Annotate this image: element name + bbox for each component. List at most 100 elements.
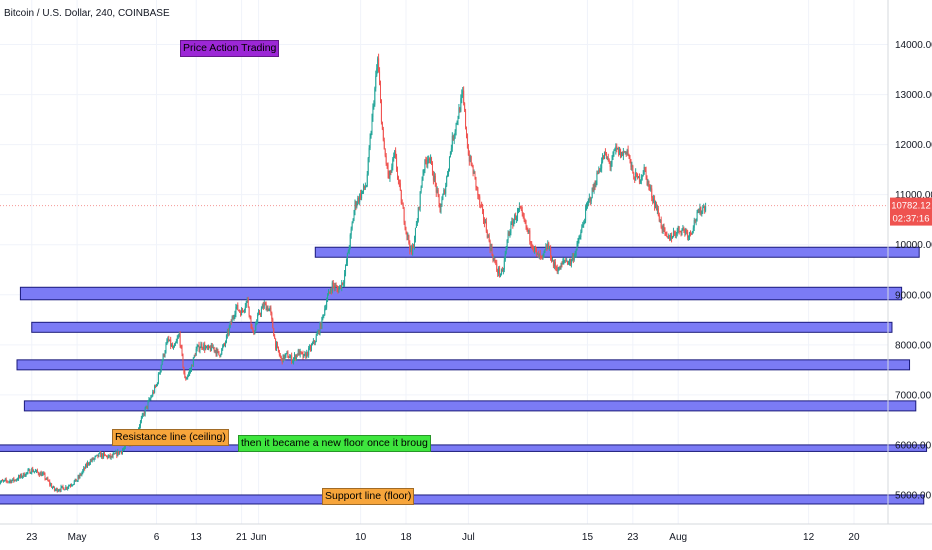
candle-body xyxy=(206,346,208,348)
candle-body xyxy=(657,208,659,216)
candle-body xyxy=(421,180,423,187)
candle-body xyxy=(72,484,74,486)
support-note[interactable]: Support line (floor) xyxy=(322,488,415,505)
candle-body xyxy=(10,480,12,483)
price-zone[interactable] xyxy=(16,359,911,371)
candle-body xyxy=(639,180,641,183)
candle-body xyxy=(357,197,359,204)
new-floor-note[interactable]: then it became a new floor once it broug xyxy=(238,435,431,452)
candle-body xyxy=(289,356,291,358)
price-action-note[interactable]: Price Action Trading xyxy=(180,40,280,57)
candle-body xyxy=(165,344,167,352)
candle-body xyxy=(219,355,221,357)
time-tick-label: May xyxy=(68,532,87,543)
candle-body xyxy=(51,484,53,488)
price-zone[interactable] xyxy=(31,321,893,333)
candle-body xyxy=(239,310,241,312)
candle-body xyxy=(116,451,118,456)
candle-body xyxy=(164,351,166,356)
candle-body xyxy=(327,295,329,301)
candle-body xyxy=(111,455,113,457)
candle-body xyxy=(256,321,258,325)
price-zone[interactable] xyxy=(19,286,903,301)
candle-body xyxy=(514,215,516,221)
candle-body xyxy=(161,360,163,365)
candle-body xyxy=(122,449,124,451)
candle-body xyxy=(373,104,375,107)
candle-body xyxy=(644,167,646,171)
candle-body xyxy=(92,458,94,460)
candle-body xyxy=(606,157,608,159)
candle-body xyxy=(483,219,485,224)
candle-body xyxy=(224,342,226,345)
price-zone[interactable] xyxy=(314,246,920,258)
candle-body xyxy=(308,347,310,356)
price-zone[interactable] xyxy=(23,400,917,412)
candle-body xyxy=(516,217,518,220)
candle-body xyxy=(143,413,145,415)
candle-body xyxy=(167,338,169,341)
candle-body xyxy=(697,211,699,213)
candle-body xyxy=(581,227,583,232)
candle-body xyxy=(198,344,200,351)
candle-body xyxy=(681,229,683,235)
price-zone[interactable] xyxy=(0,444,928,452)
candle-body xyxy=(345,262,347,266)
candle-body xyxy=(684,229,686,234)
candle-body xyxy=(538,253,540,258)
candle-body xyxy=(426,161,428,165)
candle-body xyxy=(320,323,322,329)
candle-body xyxy=(146,405,148,408)
candle-body xyxy=(687,232,689,238)
candle-body xyxy=(286,352,288,354)
candle-body xyxy=(576,242,578,250)
price-tick-label: 13000.00 xyxy=(895,90,932,101)
candle-body xyxy=(67,487,69,489)
candle-body xyxy=(559,266,561,270)
candle-body xyxy=(31,468,33,473)
candle-body xyxy=(587,199,589,203)
candle-body xyxy=(484,221,486,224)
candle-body xyxy=(572,256,574,261)
candle-body xyxy=(115,451,117,454)
candle-body xyxy=(7,481,9,483)
candle-body xyxy=(283,354,285,360)
candle-body xyxy=(437,189,439,196)
candle-body xyxy=(294,355,296,360)
candle-body xyxy=(482,206,484,211)
candle-body xyxy=(140,418,142,422)
candle-body xyxy=(38,474,40,476)
candle-body xyxy=(196,346,198,349)
candle-body xyxy=(607,157,609,160)
time-axis[interactable]: 23 May 6 13 21 Jun 10 18 Jul 15 23 Aug 12 20 xyxy=(0,523,932,543)
candle-body xyxy=(677,226,679,231)
candle-body xyxy=(173,347,175,349)
candle-body xyxy=(301,352,303,354)
candle-body xyxy=(271,312,273,319)
candle-body xyxy=(282,354,284,363)
resistance-note[interactable]: Resistance line (ceiling) xyxy=(112,429,229,446)
price-zone[interactable] xyxy=(0,494,925,505)
candle-body xyxy=(333,285,335,288)
candle-body xyxy=(293,355,295,359)
candle-body xyxy=(384,149,386,156)
candle-body xyxy=(402,204,404,209)
candle-body xyxy=(434,175,436,184)
candle-body xyxy=(247,298,249,308)
price-tick-label: 6000.00 xyxy=(895,440,932,451)
candle-body xyxy=(533,248,535,250)
candle-body xyxy=(307,351,309,356)
candle-body xyxy=(202,347,204,349)
candle-body xyxy=(27,470,29,473)
candle-body xyxy=(298,349,300,356)
candle-body xyxy=(518,206,520,210)
candle-body xyxy=(106,455,108,458)
candle-body xyxy=(69,485,71,487)
price-zones[interactable] xyxy=(0,246,928,505)
price-axis[interactable]: 5000.00 6000.00 7000.00 8000.00 9000.00 10000… xyxy=(887,0,932,524)
candle-body xyxy=(353,211,355,220)
candle-body xyxy=(685,230,687,234)
candle-body xyxy=(141,414,143,419)
candle-body xyxy=(45,478,47,480)
